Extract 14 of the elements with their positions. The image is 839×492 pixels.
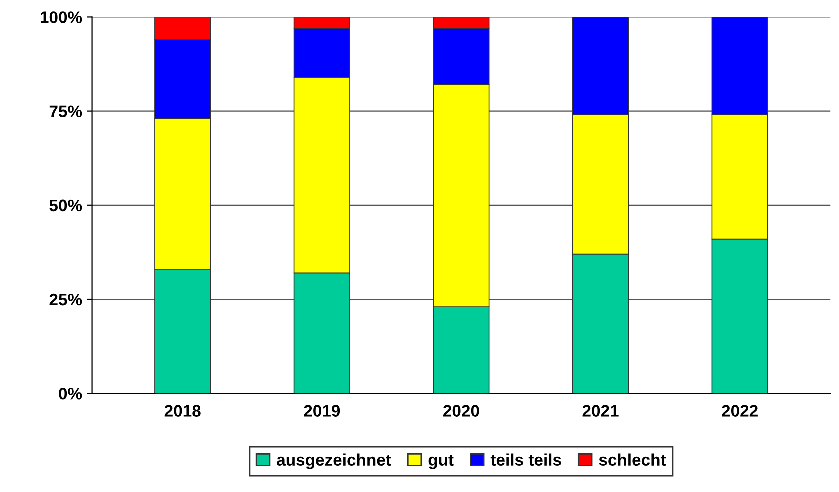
x-tick-label: 2020 — [443, 405, 480, 417]
legend-label: gut — [428, 454, 454, 470]
legend-label: ausgezeichnet — [277, 454, 392, 470]
x-tick-label: 2019 — [304, 405, 340, 417]
y-tick-label: 25% — [50, 294, 82, 306]
y-tick-label: 75% — [50, 106, 82, 118]
y-tick-label: 50% — [50, 200, 82, 212]
x-tick-label: 2022 — [722, 405, 758, 417]
legend-label: schlecht — [599, 454, 666, 466]
y-tick-label: 0% — [59, 388, 82, 400]
x-tick-label: 2021 — [582, 405, 619, 417]
legend-label: teils teils — [490, 454, 562, 466]
y-tick-label: 100% — [40, 12, 82, 24]
x-tick-label: 2018 — [164, 405, 201, 417]
